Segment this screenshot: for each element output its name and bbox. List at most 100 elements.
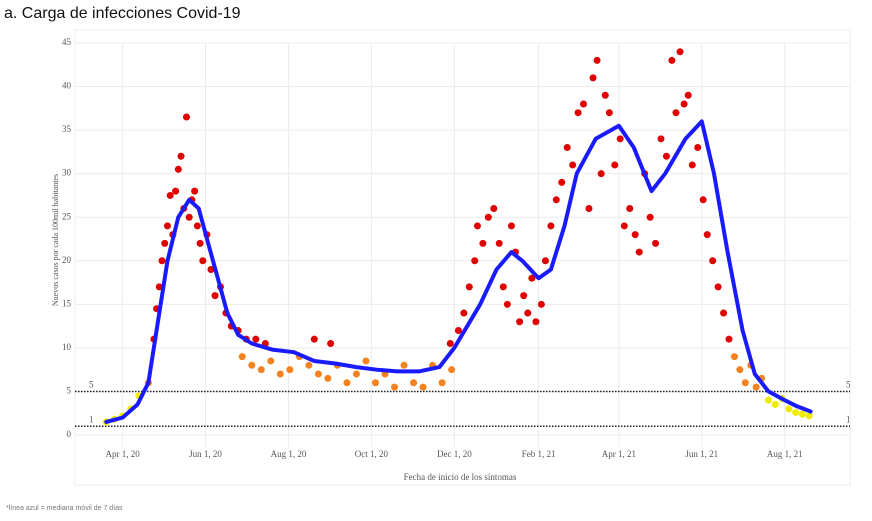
data-point <box>792 408 800 416</box>
data-point <box>448 366 456 374</box>
data-point <box>558 178 566 186</box>
data-point <box>174 165 182 173</box>
data-point <box>172 187 180 195</box>
data-point <box>471 257 479 265</box>
x-tick-label: Aug 1, 20 <box>271 449 307 459</box>
reference-label: 5 <box>846 380 851 390</box>
data-point <box>537 300 545 308</box>
data-point <box>177 152 185 160</box>
data-point <box>352 370 360 378</box>
data-point <box>410 379 418 387</box>
data-point <box>495 239 503 247</box>
y-tick-label: 35 <box>62 124 72 134</box>
data-point <box>601 91 609 99</box>
x-tick-label: Aug 1, 21 <box>767 449 803 459</box>
data-point <box>257 366 265 374</box>
data-point <box>314 370 322 378</box>
data-point <box>616 135 624 143</box>
moving-median-line <box>104 119 813 424</box>
data-point <box>182 113 190 121</box>
data-point <box>805 412 813 420</box>
y-tick-label: 20 <box>62 255 72 265</box>
reference-label: 1 <box>89 414 94 424</box>
data-point <box>680 100 688 108</box>
data-point <box>516 318 524 326</box>
x-tick-label: Jun 1, 21 <box>685 449 718 459</box>
data-point <box>371 379 379 387</box>
data-point <box>785 405 793 413</box>
x-tick-label: Feb 1, 21 <box>522 449 556 459</box>
data-point <box>419 383 427 391</box>
data-point <box>771 401 779 409</box>
data-point <box>720 309 728 317</box>
data-point <box>479 239 487 247</box>
y-tick-label: 45 <box>62 37 72 47</box>
data-point <box>524 309 532 317</box>
data-point <box>327 340 335 348</box>
data-point <box>798 410 806 418</box>
data-point <box>211 292 219 300</box>
data-point <box>238 353 246 361</box>
data-point <box>684 91 692 99</box>
data-point <box>166 191 174 199</box>
data-point <box>605 109 613 117</box>
data-point <box>585 205 593 213</box>
data-point <box>752 383 760 391</box>
data-point <box>155 283 163 291</box>
data-point <box>305 361 313 369</box>
data-point <box>593 56 601 64</box>
data-point <box>196 239 204 247</box>
data-point <box>252 335 260 343</box>
data-point <box>532 318 540 326</box>
data-point <box>286 366 294 374</box>
reference-label: 1 <box>846 414 851 424</box>
x-tick-label: Apr 1, 21 <box>602 449 636 459</box>
data-point <box>473 222 481 230</box>
data-point <box>541 257 549 265</box>
y-tick-label: 25 <box>62 211 72 221</box>
data-point <box>446 340 454 348</box>
data-point <box>191 187 199 195</box>
data-point <box>672 109 680 117</box>
data-point <box>662 152 670 160</box>
data-point <box>725 335 733 343</box>
data-point <box>676 48 684 56</box>
data-point <box>580 100 588 108</box>
y-tick-label: 40 <box>62 81 72 91</box>
data-point <box>547 222 555 230</box>
data-point <box>626 205 634 213</box>
data-point <box>193 222 201 230</box>
data-point <box>699 196 707 204</box>
reference-label: 5 <box>89 380 94 390</box>
y-tick-label: 5 <box>67 386 72 396</box>
data-point <box>324 374 332 382</box>
data-point <box>484 213 492 221</box>
data-point <box>207 265 215 273</box>
data-point <box>646 213 654 221</box>
data-point <box>185 213 193 221</box>
data-point <box>391 383 399 391</box>
data-point <box>620 222 628 230</box>
y-tick-label: 15 <box>62 298 72 308</box>
data-point <box>499 283 507 291</box>
data-point <box>438 379 446 387</box>
data-point <box>199 257 207 265</box>
y-axis-label: Nuevos casos por cada 100mil habitantes <box>51 174 60 306</box>
data-point <box>597 170 605 178</box>
x-tick-label: Oct 1, 20 <box>355 449 389 459</box>
data-point <box>574 109 582 117</box>
x-tick-label: Jun 1, 20 <box>189 449 222 459</box>
y-tick-label: 10 <box>62 342 72 352</box>
data-point <box>714 283 722 291</box>
data-point <box>694 144 702 152</box>
data-point <box>161 239 169 247</box>
chart-title: a. Carga de infecciones Covid-19 <box>4 5 241 22</box>
plot-frame <box>74 29 851 486</box>
data-point <box>520 292 528 300</box>
data-point <box>460 309 468 317</box>
data-point <box>400 361 408 369</box>
data-point <box>736 366 744 374</box>
data-point <box>569 161 577 169</box>
data-point <box>635 248 643 256</box>
